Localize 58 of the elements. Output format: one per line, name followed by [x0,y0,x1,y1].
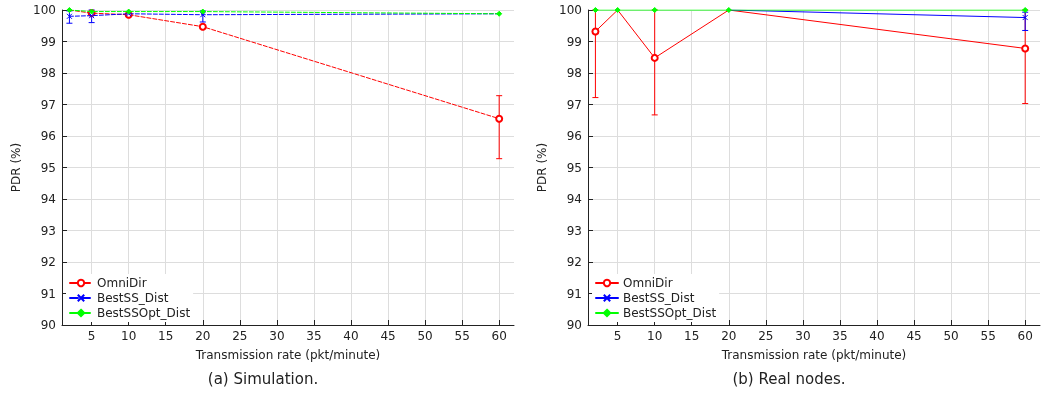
x-tick-label: 50 [417,329,433,343]
y-axis-title: PDR (%) [535,142,550,193]
y-tick-label: 99 [566,34,582,49]
x-tick-label: 55 [980,329,996,343]
legend-label: OmniDir [97,276,147,290]
y-tick-label: 97 [566,97,582,112]
legend-label: BestSS_Dist [623,291,695,305]
x-tick-label: 45 [906,329,922,343]
y-tick-label: 96 [566,129,582,143]
y-tick-label: 90 [40,318,56,332]
x-tick-label: 25 [758,329,774,343]
y-tick-label: 95 [566,160,582,175]
x-tick-label: 55 [454,329,470,343]
y-tick-label: 96 [40,129,56,143]
x-axis-title: Transmission rate (pkt/minute) [720,348,907,362]
y-tick-label: 93 [566,223,582,238]
x-tick-label: 50 [943,329,959,343]
text: (b) Real nodes. [731,370,847,388]
y-tick-label: 93 [40,223,56,238]
y-tick-label: 94 [566,192,582,206]
y-tick-label: 95 [40,160,56,175]
x-tick-label: 40 [869,329,885,343]
x-tick-label: 35 [832,329,848,343]
legend-label: BestSS_Dist [97,291,169,305]
x-tick-label: 10 [121,329,137,343]
x-tick-label: 60 [1017,329,1033,343]
y-tick-label: 97 [40,97,56,112]
x-tick-label: 35 [306,329,322,343]
y-tick-label: 90 [566,318,582,332]
legend-label: BestSSOpt_Dist [97,306,191,320]
y-tick-label: 98 [40,66,56,80]
y-tick-label: 99 [40,34,56,49]
x-tick-label: 60 [491,329,507,343]
x-tick-label: 25 [232,329,248,343]
legend-label: BestSSOpt_Dist [623,306,717,320]
y-tick-label: 91 [40,286,56,301]
x-tick-label: 40 [343,329,359,343]
x-tick-label: 5 [613,329,622,343]
y-tick-label: 94 [40,192,56,206]
x-tick-label: 30 [269,329,285,343]
x-tick-label: 5 [87,329,96,343]
y-tick-label: 92 [40,255,56,269]
y-tick-label: 91 [566,286,582,301]
x-tick-label: 15 [684,329,700,343]
legend-label: OmniDir [623,276,673,290]
x-tick-label: 45 [380,329,396,343]
y-tick-label: 100 [33,3,56,17]
x-tick-label: 15 [158,329,174,343]
x-tick-label: 30 [795,329,811,343]
y-tick-label: 98 [566,66,582,80]
y-tick-label: 92 [566,255,582,269]
x-tick-label: 10 [647,329,663,343]
y-axis-title: PDR (%) [9,142,24,193]
x-axis-title: Transmission rate (pkt/minute) [194,348,381,362]
text: (a) Simulation. [206,370,320,388]
y-tick-label: 100 [559,3,582,17]
x-tick-label: 20 [721,329,737,343]
x-tick-label: 20 [195,329,211,343]
